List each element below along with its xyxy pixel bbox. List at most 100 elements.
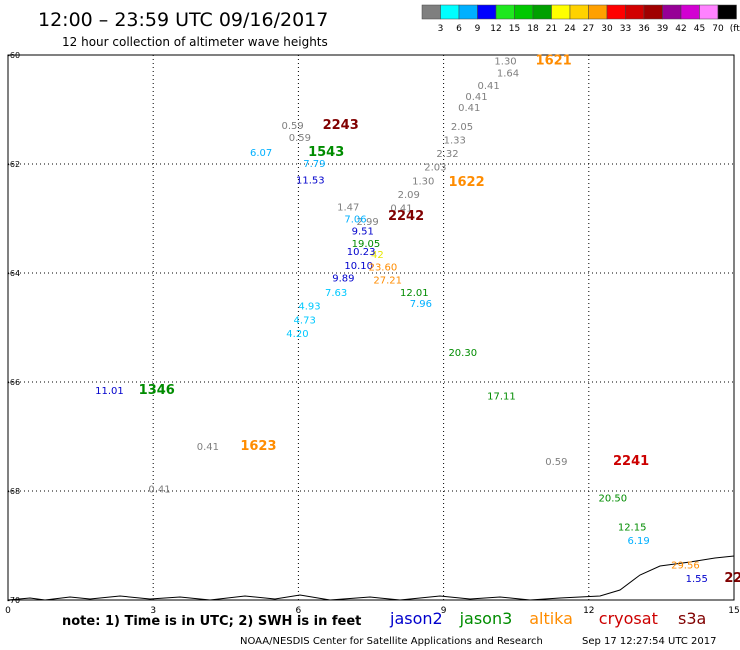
wave-height-label: 0.41 — [465, 92, 487, 103]
pass-time-label: 2242 — [388, 209, 424, 224]
wave-height-label: 11.53 — [296, 175, 325, 186]
color-scale-label: 30 — [601, 24, 613, 34]
wave-height-label: 0.59 — [281, 121, 303, 132]
wave-height-label: 27.21 — [373, 276, 402, 287]
y-tick-label: -66 — [7, 378, 20, 387]
color-scale-label: (ft) — [730, 24, 740, 34]
pass-time-label: 1622 — [448, 175, 484, 190]
pass-time-label: 2243 — [323, 118, 359, 133]
color-scale-label: 24 — [564, 24, 576, 34]
wave-height-label: 9.89 — [332, 273, 354, 284]
wave-height-label: 2.99 — [356, 217, 378, 228]
wave-height-label: 0.41 — [148, 484, 170, 495]
wave-height-label: 20.30 — [448, 348, 477, 359]
legend-entry: jason3 — [459, 609, 513, 628]
wave-height-label: 0.41 — [477, 81, 499, 92]
footer-timestamp: Sep 17 12:27:54 UTC 2017 — [582, 636, 716, 647]
color-scale-label: 15 — [509, 24, 520, 34]
color-scale-label: 33 — [620, 24, 631, 34]
color-swatch — [588, 4, 608, 20]
color-swatch — [458, 4, 478, 20]
wave-height-label: 4.73 — [294, 315, 316, 326]
color-swatch — [440, 4, 460, 20]
color-scale-label: 18 — [527, 24, 539, 34]
color-swatch — [699, 4, 719, 20]
wave-height-label: 0.59 — [289, 133, 311, 144]
footer-credit: NOAA/NESDIS Center for Satellite Applica… — [240, 636, 543, 647]
page-title: 12:00 – 23:59 UTC 09/16/2017 — [38, 9, 328, 31]
wave-height-label: 29.56 — [671, 561, 700, 572]
pass-time-label: 2241 — [613, 454, 649, 469]
color-swatch — [569, 4, 589, 20]
footer-note: note: 1) Time is in UTC; 2) SWH is in fe… — [62, 614, 361, 629]
x-tick-label: 9 — [441, 606, 447, 616]
legend-entry: s3a — [678, 609, 706, 628]
data-labels: 1.301.640.410.410.412.051.332.322.031.30… — [95, 53, 740, 586]
wave-height-label: 2.32 — [436, 149, 458, 160]
legend-entry: cryosat — [599, 609, 658, 628]
color-swatch — [421, 4, 441, 20]
pass-time-label: 1543 — [308, 145, 344, 160]
wave-height-label: 19.05 — [352, 239, 381, 250]
wave-height-label: 10.10 — [344, 261, 373, 272]
color-swatch — [606, 4, 626, 20]
color-scale-label: 70 — [712, 24, 724, 34]
wave-height-label: 9.51 — [352, 226, 374, 237]
wave-height-label: 6.19 — [628, 536, 650, 547]
plot-grid — [8, 55, 734, 600]
wave-height-label: 7.63 — [325, 288, 347, 299]
wave-height-label: 0.59 — [545, 457, 567, 468]
x-tick-label: 12 — [583, 606, 594, 616]
wave-height-label: 6.07 — [250, 148, 272, 159]
y-tick-label: -64 — [7, 269, 20, 278]
x-tick-label: 6 — [296, 606, 302, 616]
color-scale-label: 6 — [456, 24, 462, 34]
wave-height-label: 10.23 — [347, 247, 376, 258]
wave-height-label: 7.79 — [303, 159, 325, 170]
wave-height-label: 7.06 — [344, 215, 366, 226]
color-swatch — [532, 4, 552, 20]
wave-height-label: 1.64 — [497, 68, 519, 79]
y-tick-label: -60 — [7, 51, 20, 60]
color-swatch — [680, 4, 700, 20]
color-swatch — [551, 4, 571, 20]
color-swatch — [514, 4, 534, 20]
color-scale-label: 12 — [490, 24, 501, 34]
pass-time-label: 1346 — [139, 383, 175, 398]
wave-height-label: 0.41 — [390, 204, 412, 215]
wave-height-label: 1.33 — [444, 135, 466, 146]
color-swatch — [643, 4, 663, 20]
wave-height-label: 1.47 — [337, 203, 359, 214]
color-scale-label: 45 — [694, 24, 705, 34]
color-scale-label: 9 — [475, 24, 481, 34]
satellite-legend: jason2 jason3 altika cryosat s3a — [389, 609, 706, 628]
color-swatch — [662, 4, 682, 20]
y-tick-label: -70 — [7, 596, 20, 605]
wave-height-label: 1.30 — [412, 176, 434, 187]
wave-height-label: 12.15 — [618, 522, 647, 533]
wave-height-label: 1.55 — [686, 574, 708, 585]
plot-frame — [7, 54, 735, 601]
wave-height-label: 1.30 — [494, 56, 516, 67]
axis-tick-labels: 0 3 6 9 12 15 -60 -62 -64 -66 -68 -70 — [5, 51, 740, 616]
color-scale-label: 39 — [657, 24, 669, 34]
wave-height-label: 20.50 — [598, 494, 627, 505]
legend-entry: altika — [529, 609, 573, 628]
x-tick-label: 15 — [728, 606, 739, 616]
wave-height-label: 11.01 — [95, 386, 124, 397]
wave-height-label: 12.01 — [400, 288, 429, 299]
wave-height-label: 42 — [371, 250, 384, 261]
wave-height-label: 2.03 — [424, 163, 446, 174]
color-swatch — [717, 4, 737, 20]
color-swatch — [625, 4, 645, 20]
wave-height-label: 0.41 — [458, 103, 480, 114]
x-tick-label: 0 — [5, 606, 11, 616]
wave-height-label: 23.60 — [369, 262, 398, 273]
wave-height-label: 17.11 — [487, 392, 516, 403]
color-swatch — [495, 4, 515, 20]
wave-height-label: 2.09 — [398, 190, 420, 201]
legend-entry: jason2 — [389, 609, 443, 628]
color-scale-label: 3 — [438, 24, 444, 34]
